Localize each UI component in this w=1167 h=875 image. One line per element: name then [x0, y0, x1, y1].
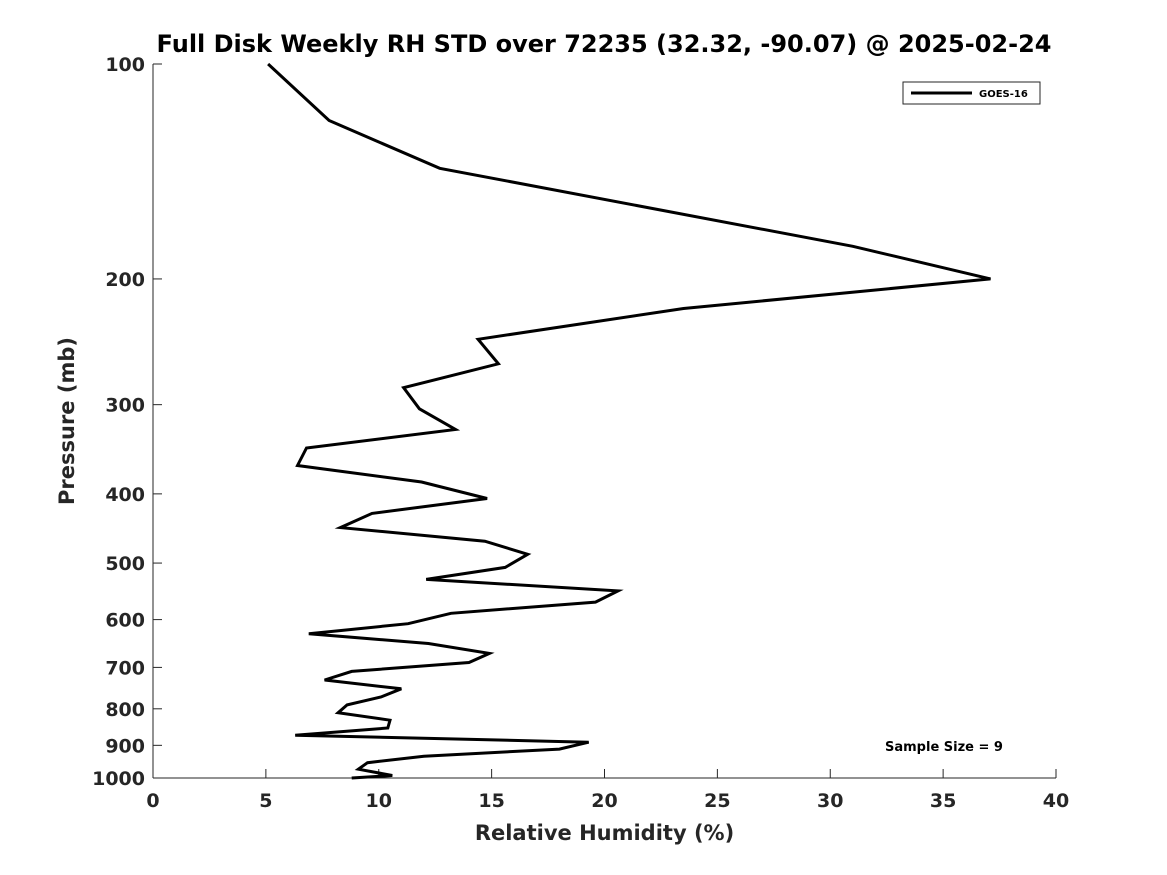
- chart-title: Full Disk Weekly RH STD over 72235 (32.3…: [157, 30, 1052, 58]
- x-tick-label: 30: [817, 790, 843, 812]
- y-tick-label: 300: [105, 395, 145, 417]
- x-tick-label: 20: [591, 790, 617, 812]
- y-tick-label: 800: [105, 699, 145, 721]
- y-axis-label: Pressure (mb): [55, 337, 79, 505]
- x-tick-label: 5: [259, 790, 272, 812]
- y-tick-label: 200: [105, 269, 145, 291]
- x-tick-label: 25: [704, 790, 730, 812]
- y-tick-label: 400: [105, 484, 145, 506]
- plot-area: 0 5 10 15 20 25 30 35 40 100 200 300 400 500 600 700 80…: [92, 54, 1069, 812]
- x-ticks: 0 5 10 15 20 25 30 35 40: [146, 769, 1069, 812]
- sample-size-annotation: Sample Size = 9: [885, 740, 1003, 755]
- series-line-goes-16: [267, 62, 991, 780]
- x-tick-label: 35: [930, 790, 956, 812]
- legend: GOES-16: [902, 81, 1041, 105]
- y-tick-label: 900: [105, 735, 145, 757]
- x-tick-label: 10: [366, 790, 392, 812]
- legend-label-goes-16: GOES-16: [979, 89, 1028, 100]
- x-tick-label: 0: [146, 790, 159, 812]
- y-tick-label: 500: [105, 553, 145, 575]
- x-axis-label: Relative Humidity (%): [475, 821, 734, 845]
- y-ticks: 100 200 300 400 500 600 700 800 900 1000: [92, 54, 162, 790]
- y-tick-label: 100: [105, 54, 145, 76]
- x-tick-label: 40: [1043, 790, 1069, 812]
- x-tick-label: 15: [478, 790, 504, 812]
- y-tick-label: 1000: [92, 768, 145, 790]
- y-tick-label: 700: [105, 657, 145, 679]
- y-tick-label: 600: [105, 610, 145, 632]
